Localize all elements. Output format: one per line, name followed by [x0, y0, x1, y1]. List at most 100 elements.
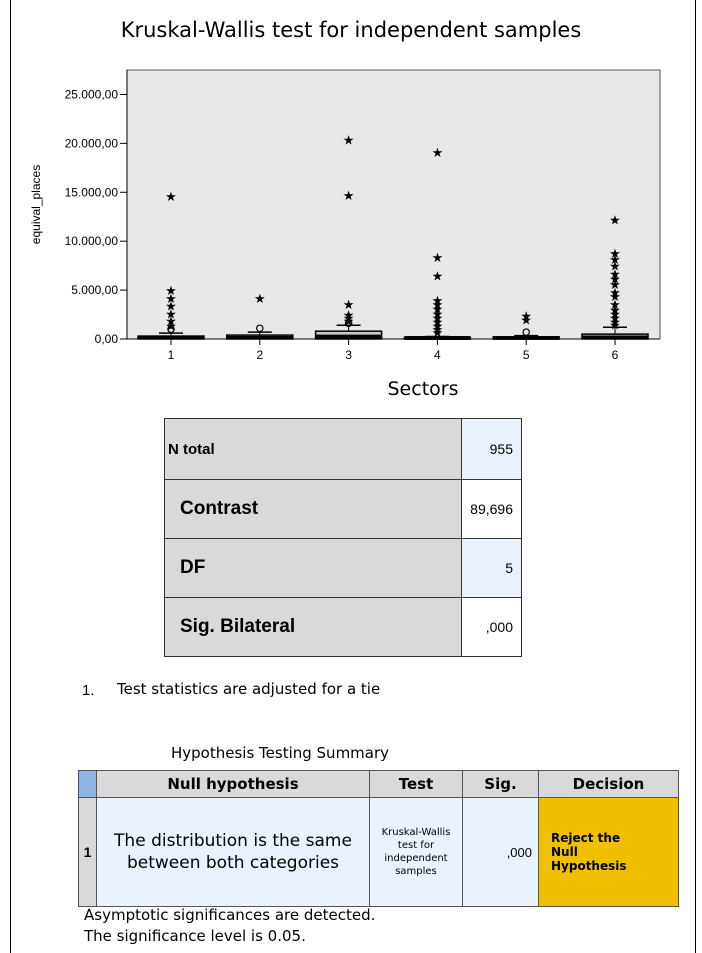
- x-tick-label: 5: [523, 348, 530, 362]
- extreme-point: ★: [432, 315, 444, 330]
- y-tick-label: 5.000,00: [71, 283, 118, 297]
- summary-header-corner: [78, 770, 97, 798]
- extreme-point: ★: [343, 314, 355, 329]
- box-base: [582, 336, 648, 339]
- footnote-significance: The significance level is 0.05.: [84, 927, 306, 945]
- extreme-point: ★: [609, 308, 621, 323]
- x-tick-label: 3: [345, 348, 352, 362]
- extreme-point: ★: [165, 284, 177, 299]
- summary-row-number: 1: [78, 797, 97, 907]
- extreme-point: ★: [165, 292, 177, 307]
- extreme-point: ★: [165, 319, 177, 334]
- header-sig: Sig.: [462, 770, 539, 798]
- extreme-point: ★: [609, 260, 621, 275]
- outlier-point: [522, 328, 531, 336]
- stats-label-sig-bilateral: Sig. Bilateral: [164, 597, 462, 657]
- footnote-asymptotic: Asymptotic significances are detected.: [84, 906, 376, 924]
- extreme-point: ★: [609, 304, 621, 319]
- x-tick-label: 6: [612, 348, 619, 362]
- stats-label-n-total: N total: [164, 418, 462, 480]
- extreme-point: ★: [520, 310, 532, 325]
- extreme-point: ★: [343, 298, 355, 313]
- extreme-point: ★: [432, 298, 444, 313]
- extreme-point: ★: [609, 267, 621, 282]
- summary-test: Kruskal-Wallis test for independent samp…: [369, 797, 463, 907]
- extreme-point: ★: [432, 251, 444, 266]
- note-text: Test statistics are adjusted for a tie: [117, 680, 381, 698]
- extreme-point: ★: [609, 278, 621, 293]
- y-axis-label: equival_places: [29, 165, 43, 244]
- header-decision: Decision: [538, 770, 679, 798]
- stats-value-contrast: 89,696: [461, 479, 522, 539]
- null-hypothesis-line-2: between both categories: [126, 853, 340, 873]
- stats-row-n-total: N total 955: [164, 418, 522, 480]
- hypothesis-summary-table: Null hypothesis Test Sig. Decision 1 The…: [78, 770, 679, 907]
- extreme-point: ★: [609, 311, 621, 326]
- y-tick-label: 10.000,00: [65, 234, 119, 248]
- extreme-point: ★: [609, 315, 621, 330]
- page-left-border: [10, 0, 11, 953]
- stats-row-df: DF 5: [164, 538, 522, 598]
- y-tick-label: 25.000,00: [65, 87, 119, 101]
- summary-title: Hypothesis Testing Summary: [171, 744, 390, 762]
- summary-decision: Reject the Null Hypothesis: [538, 797, 679, 907]
- extreme-point: ★: [343, 311, 355, 326]
- extreme-point: ★: [609, 272, 621, 287]
- extreme-point: ★: [165, 314, 177, 329]
- summary-sig: ,000: [462, 797, 539, 907]
- extreme-point: ★: [432, 146, 444, 161]
- extreme-point: ★: [609, 253, 621, 268]
- stats-row-sig-bilateral: Sig. Bilateral ,000: [164, 597, 522, 657]
- y-tick-label: 0,00: [95, 332, 119, 346]
- test-line-1: Kruskal-Wallis: [381, 827, 451, 838]
- stats-label-df: DF: [164, 538, 462, 598]
- header-null-hypothesis: Null hypothesis: [96, 770, 370, 798]
- extreme-point: ★: [165, 190, 177, 205]
- extreme-point: ★: [432, 294, 444, 309]
- stats-row-contrast: Contrast 89,696: [164, 479, 522, 539]
- extreme-point: ★: [432, 269, 444, 284]
- decision-line-2: Null: [551, 845, 578, 859]
- null-hypothesis-line-1: The distribution is the same: [114, 831, 352, 851]
- extreme-point: ★: [165, 308, 177, 323]
- boxplot-chart: 0,00 5.000,00 10.000,00 15.000,00 20.000,00 2…: [29, 69, 661, 362]
- x-tick-label: 1: [168, 348, 175, 362]
- extreme-point: ★: [609, 298, 621, 313]
- box-base: [404, 336, 471, 339]
- extreme-point: ★: [432, 323, 444, 338]
- decision-line-3: Hypothesis: [551, 859, 627, 873]
- stats-value-n-total: 955: [461, 418, 522, 480]
- extreme-point: ★: [254, 292, 266, 307]
- outlier-point: [167, 325, 175, 334]
- stats-value-df: 5: [461, 538, 522, 598]
- extreme-point: ★: [609, 214, 621, 229]
- extreme-point: ★: [609, 318, 621, 333]
- extreme-point: ★: [432, 308, 444, 323]
- extreme-point: ★: [343, 133, 355, 148]
- extreme-point: ★: [432, 303, 444, 318]
- y-tick-label: 15.000,00: [65, 185, 119, 199]
- stats-value-sig-bilateral: ,000: [461, 597, 522, 657]
- summary-row: 1 The distribution is the same between b…: [78, 797, 679, 907]
- box-base: [493, 336, 560, 339]
- y-tick-label: 20.000,00: [65, 136, 119, 150]
- extreme-point: ★: [432, 311, 444, 326]
- extreme-point: ★: [165, 300, 177, 315]
- outlier-point: [255, 324, 264, 333]
- stats-label-contrast: Contrast: [164, 479, 462, 539]
- x-axis-label: Sectors: [387, 378, 459, 400]
- chart-title: Kruskal-Wallis test for independent samp…: [120, 18, 582, 42]
- extreme-point: ★: [609, 247, 621, 262]
- decision-line-1: Reject the: [551, 831, 621, 845]
- extreme-point: ★: [609, 290, 621, 305]
- test-line-3: independent: [384, 853, 448, 864]
- header-test: Test: [369, 770, 463, 798]
- test-line-2: test for: [397, 840, 435, 851]
- extreme-point: ★: [432, 326, 444, 341]
- plot-area: [126, 69, 661, 340]
- x-tick-label: 2: [256, 348, 263, 362]
- extreme-point: ★: [432, 319, 444, 334]
- summary-header-row: Null hypothesis Test Sig. Decision: [78, 770, 679, 798]
- note-number: 1.: [82, 682, 95, 699]
- box-base: [226, 336, 293, 339]
